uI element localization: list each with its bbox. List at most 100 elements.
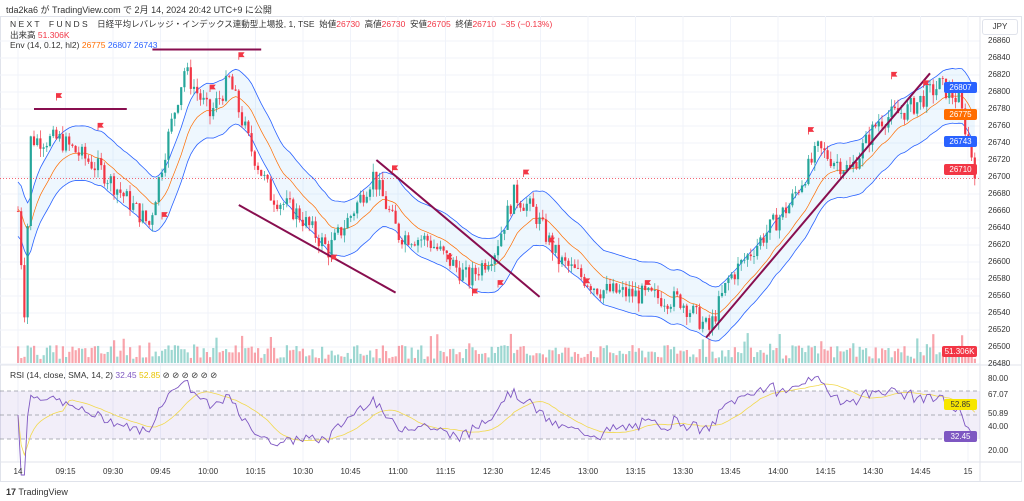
candle-body[interactable] xyxy=(570,264,573,266)
candle-body[interactable] xyxy=(314,221,317,238)
flag-marker-icon[interactable] xyxy=(808,127,815,135)
candle-body[interactable] xyxy=(352,213,356,217)
candle-body[interactable] xyxy=(445,250,448,254)
candle-body[interactable] xyxy=(605,283,608,291)
candle-body[interactable] xyxy=(592,288,596,290)
candle-body[interactable] xyxy=(100,158,103,166)
flag-marker-icon[interactable] xyxy=(238,52,245,60)
candle-body[interactable] xyxy=(16,211,20,212)
candle-body[interactable] xyxy=(196,86,199,94)
candle-body[interactable] xyxy=(608,283,612,292)
candle-body[interactable] xyxy=(461,269,464,281)
candle-body[interactable] xyxy=(544,219,548,242)
candle-body[interactable] xyxy=(919,95,922,103)
candle-body[interactable] xyxy=(912,97,916,114)
candle-body[interactable] xyxy=(647,287,650,291)
candle-body[interactable] xyxy=(404,235,407,245)
candle-body[interactable] xyxy=(615,283,618,293)
candle-body[interactable] xyxy=(554,244,557,253)
candle-body[interactable] xyxy=(311,221,314,226)
candle-body[interactable] xyxy=(516,184,519,203)
candle-body[interactable] xyxy=(714,316,717,322)
candle-body[interactable] xyxy=(538,217,541,224)
candle-body[interactable] xyxy=(586,285,589,287)
tradingview-logo[interactable]: 17 TradingView xyxy=(6,487,68,497)
candle-body[interactable] xyxy=(71,144,74,146)
candle-body[interactable] xyxy=(663,305,666,307)
candle-body[interactable] xyxy=(816,141,820,146)
candle-body[interactable] xyxy=(52,129,55,137)
candle-body[interactable] xyxy=(304,217,308,227)
candle-body[interactable] xyxy=(429,240,432,248)
candle-body[interactable] xyxy=(58,134,61,139)
candle-body[interactable] xyxy=(218,98,221,100)
candle-body[interactable] xyxy=(580,268,583,277)
candle-body[interactable] xyxy=(164,159,167,173)
candle-body[interactable] xyxy=(170,118,173,132)
candle-body[interactable] xyxy=(932,84,935,96)
candle-body[interactable] xyxy=(180,87,183,106)
candle-body[interactable] xyxy=(941,78,944,79)
candle-body[interactable] xyxy=(519,202,522,208)
flag-marker-icon[interactable] xyxy=(331,254,338,262)
candle-body[interactable] xyxy=(560,257,564,265)
candle-body[interactable] xyxy=(551,235,554,253)
candle-body[interactable] xyxy=(282,204,285,205)
candle-body[interactable] xyxy=(292,199,295,220)
candle-body[interactable] xyxy=(458,267,461,281)
candle-body[interactable] xyxy=(784,207,788,214)
candle-body[interactable] xyxy=(84,146,87,159)
candle-body[interactable] xyxy=(349,216,352,218)
candle-body[interactable] xyxy=(640,285,644,304)
candle-body[interactable] xyxy=(464,267,468,270)
volume-legend[interactable]: 出来高 51.306K xyxy=(10,29,70,41)
candle-body[interactable] xyxy=(407,235,410,245)
candle-body[interactable] xyxy=(39,138,42,149)
candle-body[interactable] xyxy=(765,232,768,243)
candle-body[interactable] xyxy=(317,237,320,247)
candle-body[interactable] xyxy=(740,259,743,264)
candle-body[interactable] xyxy=(688,313,692,317)
candle-body[interactable] xyxy=(708,318,711,330)
candle-body[interactable] xyxy=(288,198,292,200)
candle-body[interactable] xyxy=(176,105,180,113)
candle-body[interactable] xyxy=(618,289,621,293)
candle-body[interactable] xyxy=(781,207,784,218)
candle-body[interactable] xyxy=(954,97,957,103)
candle-body[interactable] xyxy=(80,146,84,156)
flag-marker-icon[interactable] xyxy=(56,93,63,101)
candle-body[interactable] xyxy=(362,194,365,203)
candle-body[interactable] xyxy=(132,203,135,210)
candle-body[interactable] xyxy=(413,244,416,246)
candle-body[interactable] xyxy=(650,287,653,291)
flag-marker-icon[interactable] xyxy=(523,169,530,177)
candle-body[interactable] xyxy=(535,206,538,224)
candle-body[interactable] xyxy=(957,91,960,103)
candle-body[interactable] xyxy=(964,108,967,135)
candle-body[interactable] xyxy=(365,196,368,203)
candle-body[interactable] xyxy=(298,208,301,220)
candle-body[interactable] xyxy=(103,165,106,184)
flag-marker-icon[interactable] xyxy=(392,165,399,173)
candle-body[interactable] xyxy=(68,136,71,145)
candle-body[interactable] xyxy=(420,239,423,241)
candle-body[interactable] xyxy=(826,150,829,159)
candle-body[interactable] xyxy=(864,134,868,144)
flag-marker-icon[interactable] xyxy=(161,212,168,220)
candle-body[interactable] xyxy=(237,90,240,113)
candle-body[interactable] xyxy=(692,305,695,314)
flag-marker-icon[interactable] xyxy=(584,278,591,286)
candle-body[interactable] xyxy=(205,97,208,100)
candle-body[interactable] xyxy=(573,264,576,268)
candle-body[interactable] xyxy=(743,259,746,261)
candle-body[interactable] xyxy=(823,148,826,151)
candle-body[interactable] xyxy=(336,227,340,233)
candle-body[interactable] xyxy=(266,174,269,180)
candle-body[interactable] xyxy=(368,189,372,197)
candle-body[interactable] xyxy=(468,267,471,286)
flag-marker-icon[interactable] xyxy=(644,280,651,288)
candle-body[interactable] xyxy=(730,274,733,279)
candle-body[interactable] xyxy=(74,145,77,153)
candle-body[interactable] xyxy=(186,67,189,72)
